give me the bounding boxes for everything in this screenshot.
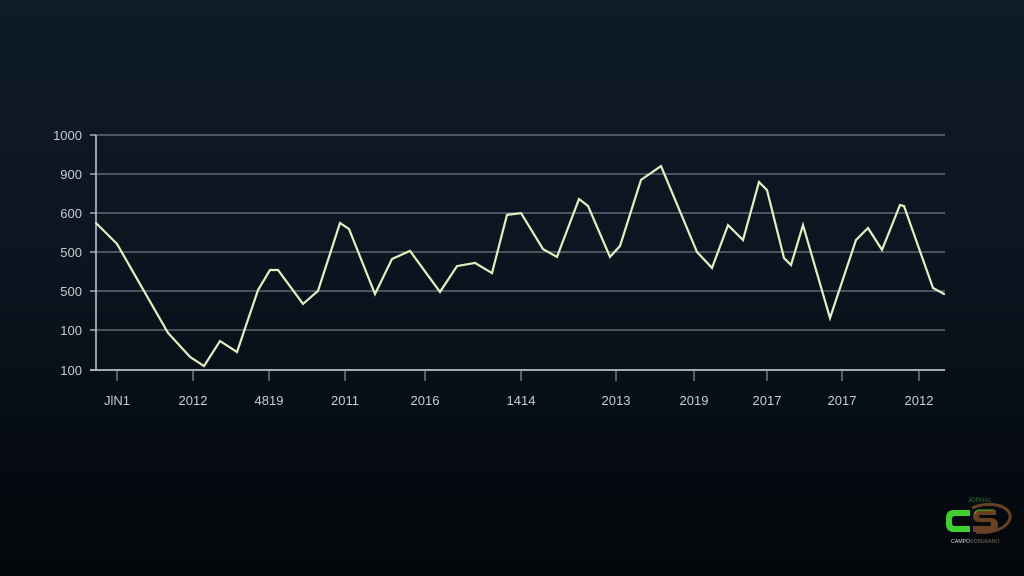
y-axis-labels: 1000 900 600 500 500 100 100 bbox=[53, 128, 82, 378]
logo-bottom-text-2: SOBERANO bbox=[970, 539, 999, 545]
x-tick-label: 2017 bbox=[828, 393, 857, 408]
x-tick-label: 2019 bbox=[680, 393, 709, 408]
x-tick-label: 2011 bbox=[331, 393, 359, 408]
jornal-campo-soberano-logo: JORNAL CAMPO SOBERANO bbox=[942, 494, 1016, 554]
y-tick-label: 500 bbox=[60, 284, 82, 299]
x-tick-label: 2012 bbox=[905, 393, 934, 408]
x-tick-label: 2012 bbox=[179, 393, 208, 408]
data-series bbox=[94, 164, 946, 368]
x-tick-label: 2017 bbox=[753, 393, 782, 408]
x-tick-label: 1414 bbox=[507, 393, 536, 408]
logo-mark-icon: JORNAL CAMPO SOBERANO bbox=[946, 498, 1012, 545]
y-tick-label: 600 bbox=[60, 206, 82, 221]
logo-bottom-text-1: CAMPO bbox=[951, 539, 970, 545]
y-tick-label: 100 bbox=[60, 363, 82, 378]
x-tick-label: 2013 bbox=[602, 393, 631, 408]
x-tick-label: JlN1 bbox=[104, 393, 130, 408]
gridlines bbox=[96, 134, 945, 331]
x-tick-label: 4819 bbox=[255, 393, 284, 408]
y-tick-label: 100 bbox=[60, 323, 82, 338]
x-axis-labels: JlN1 2012 4819 2011 2016 1414 2013 2019 2017 2017… bbox=[104, 393, 933, 408]
logo-top-text: JORNAL bbox=[968, 498, 992, 504]
y-tick-label: 500 bbox=[60, 245, 82, 260]
x-tick-label: 2016 bbox=[411, 393, 440, 408]
y-tick-label: 900 bbox=[60, 167, 82, 182]
axes bbox=[90, 134, 945, 381]
series-line bbox=[94, 164, 946, 368]
y-tick-label: 1000 bbox=[53, 128, 82, 143]
